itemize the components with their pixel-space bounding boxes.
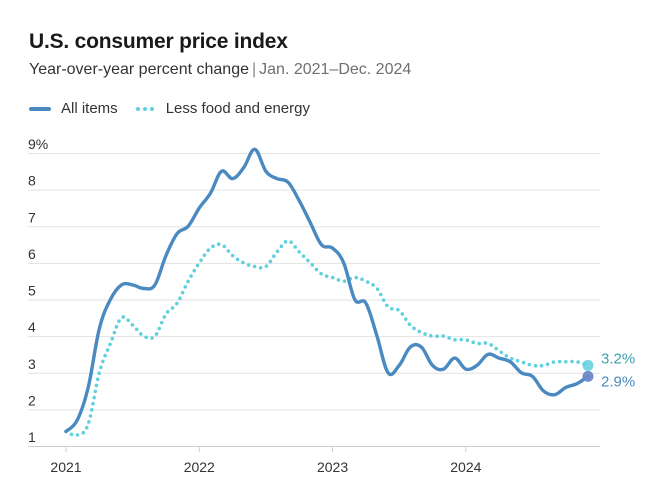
legend-label-core: Less food and energy — [165, 100, 310, 117]
subtitle-date-range: Jan. 2021–Dec. 2024 — [259, 61, 412, 78]
y-tick-label: 7 — [28, 209, 36, 225]
end-label-all-items: 2.9% — [601, 373, 635, 390]
x-tick-label: 2021 — [50, 459, 81, 475]
series-line-all-items — [64, 147, 590, 434]
x-tick-label: 2024 — [450, 459, 481, 475]
series-line-less-food-and-energy — [64, 239, 590, 438]
end-marker-less-food-and-energy — [582, 359, 594, 371]
legend-swatch-solid — [29, 106, 51, 111]
subtitle-separator: | — [251, 61, 257, 78]
legend-item-core: Less food and energy — [135, 100, 310, 117]
legend-item-all-items: All items — [29, 100, 118, 117]
y-tick-label: 8 — [28, 173, 36, 189]
y-tick-label: 3 — [28, 356, 36, 372]
y-tick-label: 4 — [28, 319, 36, 335]
y-tick-label: 6 — [28, 246, 36, 262]
end-label-less-food-and-energy: 3.2% — [601, 350, 635, 367]
chart-title: U.S. consumer price index — [29, 30, 288, 53]
subtitle-main: Year-over-year percent change — [29, 61, 249, 78]
legend-swatch-dotted — [135, 106, 157, 111]
legend-label-all-items: All items — [61, 100, 118, 117]
y-tick-label: 9% — [28, 136, 48, 152]
chart-legend: All items Less food and energy — [29, 100, 328, 117]
end-marker-all-items — [582, 370, 594, 382]
chart-subtitle: Year-over-year percent change | Jan. 2021–… — [29, 61, 411, 79]
x-tick-label: 2022 — [184, 459, 215, 475]
y-tick-label: 5 — [28, 283, 36, 299]
x-tick-label: 2023 — [317, 459, 348, 475]
y-tick-label: 1 — [28, 429, 36, 445]
y-tick-label: 2 — [28, 392, 36, 408]
